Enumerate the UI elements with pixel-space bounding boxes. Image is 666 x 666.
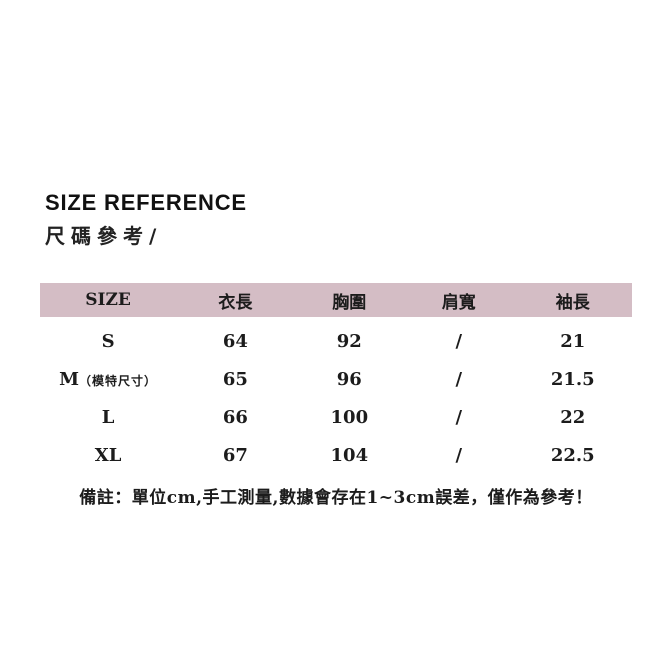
header-cell-size: SIZE	[85, 290, 131, 310]
bust-cell: 96	[336, 368, 362, 390]
table-row-s: S 64 92 / 21	[40, 322, 632, 360]
table-body: S 64 92 / 21 M（模特尺寸） 65 96 / 21.5 L 66 1…	[40, 322, 632, 474]
size-note: （模特尺寸）	[79, 373, 158, 388]
table-header-row: SIZE 衣長 胸圍 肩寬 袖長	[40, 283, 632, 317]
bust-cell: 104	[330, 444, 369, 466]
page-subtitle: 尺碼參考/	[45, 224, 163, 248]
size-label: S	[101, 330, 115, 352]
sleeve-cell: 22	[560, 406, 586, 428]
size-cell: L	[40, 407, 176, 428]
table-row-l: L 66 100 / 22	[40, 398, 632, 436]
header-cell-shoulder: 肩寬	[441, 292, 476, 313]
table-row-m: M（模特尺寸） 65 96 / 21.5	[40, 360, 632, 398]
size-cell: XL	[40, 445, 176, 466]
size-cell: S	[40, 331, 176, 352]
size-label: M	[59, 368, 80, 390]
bust-cell: 92	[336, 330, 362, 352]
measurement-footnote: 備註：單位cm,手工測量,數據會存在1~3cm誤差，僅作為參考！	[79, 488, 593, 508]
shoulder-cell: /	[455, 444, 463, 466]
header-cell-bust: 胸圍	[332, 292, 367, 313]
table-row-xl: XL 67 104 / 22.5	[40, 436, 632, 474]
shoulder-cell: /	[455, 368, 463, 390]
size-label: L	[101, 406, 115, 428]
length-cell: 67	[222, 444, 248, 466]
sleeve-cell: 21.5	[550, 368, 595, 390]
size-cell: M（模特尺寸）	[40, 369, 176, 390]
page-title: SIZE REFERENCE	[45, 190, 247, 215]
sleeve-cell: 21	[560, 330, 586, 352]
header-cell-length: 衣長	[218, 292, 253, 313]
length-cell: 64	[222, 330, 248, 352]
shoulder-cell: /	[455, 406, 463, 428]
bust-cell: 100	[330, 406, 369, 428]
length-cell: 66	[222, 406, 248, 428]
size-table: SIZE 衣長 胸圍 肩寬 袖長 S 64 92 / 21 M（模特尺寸） 65…	[40, 283, 632, 511]
sleeve-cell: 22.5	[550, 444, 595, 466]
length-cell: 65	[222, 368, 248, 390]
shoulder-cell: /	[455, 330, 463, 352]
size-label: XL	[94, 444, 122, 466]
header-cell-sleeve: 袖長	[555, 292, 590, 313]
